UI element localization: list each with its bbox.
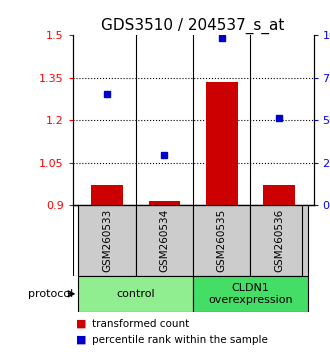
Bar (78, 205, 136, 276)
Bar (193, 205, 250, 276)
Bar (91, 185, 123, 205)
Bar (148, 201, 180, 205)
Text: control: control (116, 289, 155, 299)
Bar (136, 205, 193, 276)
Text: CLDN1
overexpression: CLDN1 overexpression (208, 283, 293, 305)
Bar (250, 205, 308, 276)
Text: GSM260536: GSM260536 (274, 209, 284, 272)
Bar (193, 276, 308, 312)
Text: ■: ■ (76, 335, 86, 345)
Text: GSM260534: GSM260534 (159, 209, 169, 272)
Text: GSM260533: GSM260533 (102, 209, 112, 272)
Text: ■: ■ (76, 319, 86, 329)
Text: transformed count: transformed count (92, 319, 190, 329)
Bar (263, 185, 295, 205)
Title: GDS3510 / 204537_s_at: GDS3510 / 204537_s_at (101, 18, 285, 34)
Text: percentile rank within the sample: percentile rank within the sample (92, 335, 268, 345)
Bar (78, 276, 193, 312)
Text: GSM260535: GSM260535 (217, 209, 227, 272)
Text: protocol: protocol (28, 289, 74, 299)
Bar (206, 82, 238, 205)
